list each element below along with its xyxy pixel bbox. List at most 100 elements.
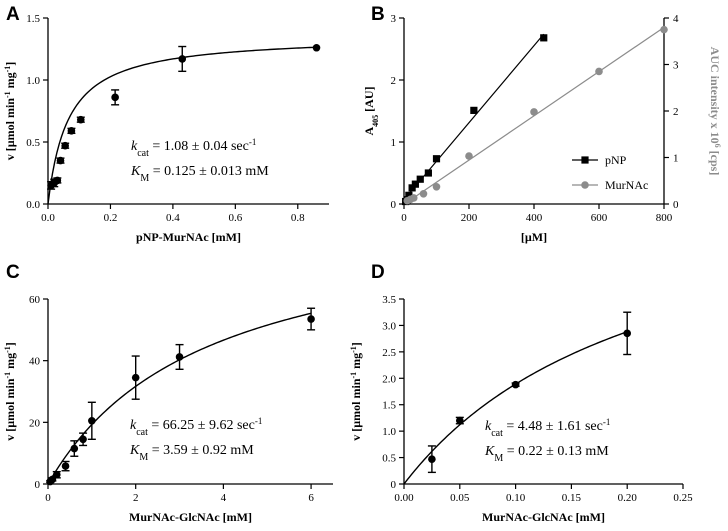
panel-b-pnp-data-point: [411, 180, 419, 188]
panel-letter-a: A: [6, 4, 20, 25]
panel-a-x-tick-label: 0.2: [104, 212, 118, 224]
panel-c-annotation-kcat: kcat = 66.25 ± 9.62 sec-1: [130, 416, 262, 438]
panel-c-y-tick-label: 20: [29, 417, 41, 429]
panel-d-data-point: [456, 416, 464, 425]
panel-b-legend-pnp-label: pNP: [605, 153, 627, 167]
panel-c-y-tick-label: 0: [35, 479, 41, 491]
panel-d-y-tick-label: 0: [391, 479, 397, 491]
panel-b-y-tick-label: 0: [391, 199, 397, 211]
panel-a-data-point: [178, 55, 187, 63]
panel-b-x-label: [µM]: [521, 230, 547, 244]
panel-a-data-point: [111, 93, 119, 102]
panel-letter-d: D: [371, 262, 385, 283]
panel-b-y-label: A405 [AU]: [362, 87, 380, 136]
panel-c-x-tick-label: 2: [133, 492, 139, 504]
panel-c-x-tick-label: 4: [221, 492, 227, 504]
panel-b-pnp-data-point: [405, 191, 413, 199]
panel-d-annotation-kcat: kcat = 4.48 ± 1.61 sec-1: [485, 417, 610, 439]
panel-b-legend-murnac-label: MurNAc: [605, 178, 648, 192]
panel-c-x-tick-label: 6: [308, 492, 314, 504]
panel-c-x-label: MurNAc-GlcNAc [mM]: [129, 510, 252, 524]
panel-b-y2-tick-label: 4: [673, 13, 679, 25]
panel-c-x-tick-label: 0: [45, 492, 51, 504]
panel-d-y-tick-label: 2.5: [382, 347, 396, 359]
panel-d-y-tick-label: 3.0: [382, 320, 396, 332]
panel-d-x-tick-label: 0.25: [673, 492, 693, 504]
panel-c-data-point: [79, 435, 87, 444]
panel-d-y-tick-label: 2.0: [382, 373, 396, 385]
panel-c-y-tick-label: 40: [29, 356, 41, 368]
panel-d-data-point: [511, 380, 520, 389]
panel-a-data-point: [76, 115, 85, 124]
panel-a-y-label: v [µmol min-1 mg-1]: [3, 62, 18, 161]
panel-b-legend-murnac-marker: [581, 181, 589, 189]
panel-c-fit-curve: [47, 312, 312, 485]
panel-d-y-tick-label: 1.5: [382, 400, 396, 412]
panel-b-x-tick-label: 800: [656, 212, 673, 224]
panel-b-murnac-data-point: [465, 152, 473, 160]
panel-b-y-tick-label: 3: [391, 13, 397, 25]
panel-a-x-tick-label: 0.0: [41, 212, 55, 224]
panel-d-x-tick-label: 0.10: [506, 492, 526, 504]
panel-d-data-point: [623, 329, 631, 338]
panel-c-data-point: [131, 373, 140, 382]
panel-d-y-tick-label: 1.0: [382, 426, 396, 438]
panel-d-y-label: v [µmol min-1 mg-1]: [349, 342, 364, 441]
panel-b-pnp-data-point: [432, 155, 441, 163]
panel-a-y-tick-label: 1.5: [26, 13, 40, 25]
panel-b-pnp-data-point: [408, 184, 416, 192]
panel-d-annotation-km: KM = 0.22 ± 0.13 mM: [484, 444, 609, 464]
panel-b-x-tick-label: 600: [591, 212, 608, 224]
panel-b-murnac-data-point: [595, 67, 603, 76]
panel-b-pnp-data-point: [540, 34, 548, 42]
panel-c-annotation-km: KM = 3.59 ± 0.92 mM: [129, 443, 254, 463]
panel-b-murnac-data-point: [409, 194, 418, 202]
panel-a-x-tick-label: 0.4: [166, 212, 180, 224]
panel-a-data-point: [53, 176, 62, 185]
panel-b-murnac-data-point: [432, 182, 441, 191]
panel-a-data-point: [67, 127, 76, 135]
panel-c-data-point: [307, 315, 315, 323]
panel-d-x-tick-label: 0.00: [394, 492, 414, 504]
panel-d-x-label: MurNAc-GlcNAc [mM]: [482, 510, 605, 524]
panel-c-data-point: [70, 444, 79, 453]
panel-a-annotation-kcat: kcat = 1.08 ± 0.04 sec-1: [131, 137, 256, 159]
panel-b-pnp-data-point: [470, 106, 478, 114]
panel-b-x-tick-label: 0: [401, 212, 407, 224]
panel-d-x-tick-label: 0.20: [618, 492, 638, 504]
panel-a-data-point: [312, 43, 321, 52]
panel-letter-c: C: [6, 262, 20, 283]
panel-letter-b: B: [371, 4, 385, 25]
panel-b-y-tick-label: 2: [391, 75, 397, 87]
panel-d-x-tick-label: 0.15: [562, 492, 582, 504]
panel-b-y2-tick-label: 2: [673, 106, 679, 118]
panel-b-y-tick-label: 1: [391, 137, 397, 149]
panel-d-data-point: [428, 455, 436, 463]
panel-a-y-tick-label: 0.5: [26, 137, 40, 149]
panel-a-data-point: [61, 141, 69, 150]
panel-b-legend-pnp-marker: [581, 156, 589, 164]
panel-b-y2-tick-label: 0: [673, 199, 679, 211]
panel-b-murnac-data-point: [660, 25, 668, 34]
panel-c-y-tick-label: 60: [29, 294, 41, 306]
panel-b-murnac-data-point: [530, 108, 538, 116]
panel-d-chart: 0.00 0.05 0.10 0.15 0.20 0.25 0 0.5 1.0 1.5 2.0 2.5…: [349, 294, 694, 524]
panel-b-y2-tick-label: 3: [673, 60, 679, 72]
panel-a-x-tick-label: 0.6: [228, 212, 242, 224]
panel-b-y2-tick-label: 1: [673, 153, 679, 165]
panel-b-murnac-data-point: [419, 189, 428, 198]
panel-c-data-point: [175, 353, 184, 361]
panel-c-y-label: v [µmol min-1 mg-1]: [3, 342, 18, 441]
panel-b-y2-label: AUC intensity x 106 [cps]: [708, 47, 723, 176]
panel-b-pnp-data-point: [416, 175, 424, 183]
panel-a-x-label: pNP-MurNAc [mM]: [136, 230, 241, 244]
panel-b-x-tick-label: 200: [461, 212, 478, 224]
panel-a-y-tick-label: 1.0: [26, 75, 40, 87]
panel-a-y-tick-label: 0.0: [26, 199, 40, 211]
panel-b-x-tick-label: 400: [526, 212, 543, 224]
panel-a-chart: 0.0 0.2 0.4 0.6 0.8 0.0 0.5 1.0 1.5 pNP-MurNAc [m…: [3, 13, 329, 244]
panel-c-data-point: [52, 470, 61, 479]
panel-c-data-point: [88, 416, 96, 425]
